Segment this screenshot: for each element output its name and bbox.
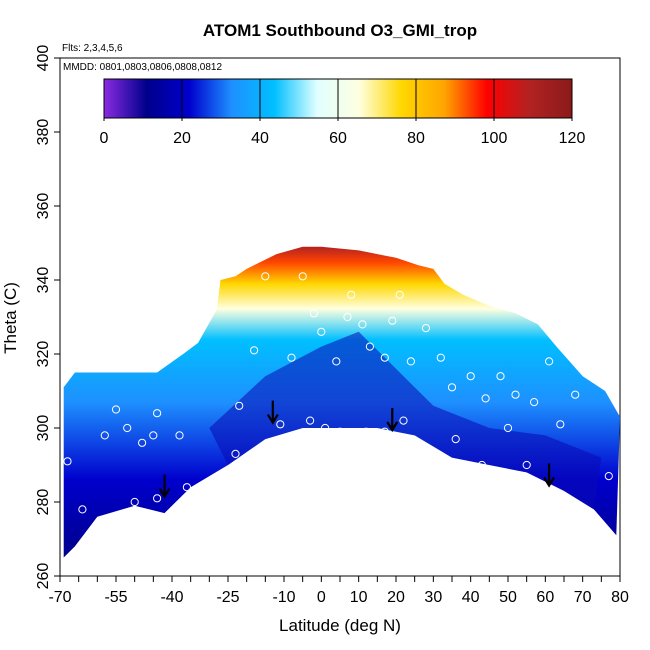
- sample-point: [496, 372, 505, 381]
- x-tick-label: 40: [462, 589, 480, 606]
- sample-point: [287, 353, 296, 362]
- sample-point: [309, 309, 318, 318]
- sample-points: [63, 272, 613, 514]
- sample-point: [421, 324, 430, 333]
- sample-point: [380, 353, 389, 362]
- y-tick-label: 380: [35, 119, 52, 146]
- sample-point: [545, 357, 554, 366]
- sample-point: [123, 423, 132, 433]
- x-tick-label: 20: [387, 589, 405, 606]
- sample-point: [63, 457, 72, 466]
- sample-point: [153, 409, 162, 418]
- arrow-head: [386, 421, 399, 433]
- sample-point: [511, 390, 520, 399]
- sample-point: [477, 460, 486, 470]
- sample-point: [317, 327, 326, 336]
- y-tick-label: 260: [35, 563, 52, 590]
- x-tick-label: 60: [536, 589, 554, 606]
- y-axis: 260 280 300 320 340 360 380 400: [35, 45, 60, 590]
- sample-point: [111, 405, 121, 414]
- x-axis: -70 -55 -40 -25 -10 0 10 20 30 40 50 60 70 80: [48, 576, 629, 606]
- field-core: [209, 331, 602, 510]
- sample-point: [235, 401, 244, 410]
- sample-point: [335, 427, 345, 436]
- chart-title: ATOM1 Southbound O3_GMI_trop: [203, 21, 477, 40]
- sample-point: [481, 394, 490, 403]
- sample-point: [604, 472, 613, 481]
- x-tick-label: 70: [574, 589, 592, 606]
- arrow-head: [543, 476, 555, 488]
- sample-point: [530, 398, 539, 407]
- flights-note: Flts: 2,3,4,5,6: [62, 43, 123, 54]
- sample-point: [447, 383, 457, 392]
- sample-point: [436, 353, 445, 362]
- sample-point: [347, 290, 356, 299]
- colorbar-tick-label: 80: [407, 130, 425, 147]
- sample-point: [451, 435, 460, 444]
- sample-point: [306, 416, 315, 425]
- y-tick-label: 360: [35, 193, 52, 220]
- sample-point: [395, 290, 404, 299]
- sample-point: [571, 390, 580, 399]
- colorbar-tick-label: 60: [329, 130, 347, 147]
- sample-point: [138, 438, 147, 447]
- x-tick-label: -25: [216, 589, 239, 606]
- colorbar-tick-label: 40: [251, 130, 269, 147]
- sample-point: [406, 357, 415, 366]
- colorbar-tick-label: 20: [173, 130, 191, 147]
- x-tick-label: -10: [272, 589, 295, 606]
- x-tick-label: -70: [48, 589, 71, 606]
- sample-point: [358, 320, 367, 329]
- y-tick-label: 300: [35, 415, 52, 442]
- arrow-head: [158, 488, 171, 499]
- y-tick-label: 280: [35, 489, 52, 516]
- colorbar-tick-label: 120: [559, 130, 586, 147]
- sample-point: [380, 427, 389, 436]
- sample-point: [365, 342, 374, 351]
- y-tick-label: 400: [35, 45, 52, 72]
- colorbar-tick-label: 0: [100, 130, 109, 147]
- sample-point: [182, 483, 191, 492]
- sample-point: [149, 431, 158, 440]
- colorbar-tick-label: 100: [481, 130, 508, 147]
- x-axis-label: Latitude (deg N): [279, 616, 401, 635]
- x-tick-label: -55: [104, 589, 127, 606]
- sample-point: [130, 497, 139, 507]
- profile-arrows: [158, 400, 555, 499]
- sample-point: [276, 420, 285, 429]
- colorbar-ticks: 0 20 40 60 80 100 120: [100, 79, 586, 147]
- sample-point: [343, 312, 352, 322]
- y-tick-label: 340: [35, 267, 52, 294]
- sample-point: [175, 431, 184, 440]
- y-axis-label: Theta (C): [1, 282, 20, 354]
- sample-point: [399, 416, 408, 425]
- arrow-head: [266, 414, 279, 425]
- sample-point: [261, 272, 270, 281]
- sample-point: [388, 316, 397, 325]
- sample-point: [298, 272, 307, 281]
- sample-point: [250, 346, 259, 355]
- sample-point: [321, 423, 330, 433]
- sample-point: [78, 505, 87, 514]
- sample-point: [362, 427, 371, 436]
- sample-point: [556, 420, 565, 429]
- x-tick-label: -40: [160, 589, 183, 606]
- dates-note: MMDD: 0801,0803,0806,0808,0812: [63, 62, 222, 73]
- y-tick-label: 320: [35, 341, 52, 368]
- x-tick-label: 0: [317, 589, 326, 606]
- ozone-field: [63, 246, 620, 558]
- x-tick-label: 30: [424, 589, 442, 606]
- sample-point: [332, 357, 341, 366]
- sample-point: [231, 449, 240, 458]
- sample-point: [522, 460, 531, 470]
- sample-point: [100, 431, 109, 440]
- x-tick-label: 80: [611, 589, 629, 606]
- sample-point: [503, 423, 513, 433]
- x-tick-label: 10: [350, 589, 368, 606]
- x-tick-label: 50: [499, 589, 517, 606]
- sample-point: [466, 372, 475, 381]
- sample-point: [153, 494, 162, 503]
